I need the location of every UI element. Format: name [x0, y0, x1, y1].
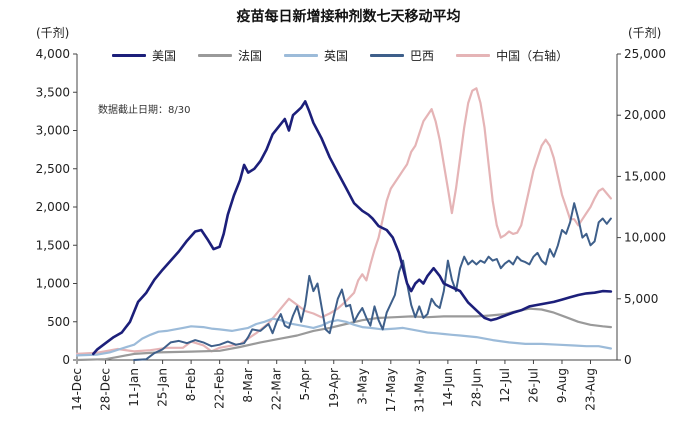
- series-line-brazil: [133, 202, 612, 361]
- x-tick-label: 3-May: [355, 368, 369, 405]
- x-tick-label: 19-Apr: [327, 368, 341, 408]
- legend-label-brazil: 巴西: [410, 48, 435, 63]
- x-tick-label: 26-Jul: [526, 368, 540, 403]
- y-left-tick-label: 1,000: [36, 277, 70, 291]
- series-line-uk: [75, 317, 612, 357]
- y-right-tick-label: 20,000: [624, 108, 666, 122]
- y-left-tick-label: 4,000: [36, 47, 70, 61]
- x-tick-label: 14-Jun: [441, 368, 455, 407]
- chart-title: 疫苗每日新增接种剂数七天移动平均: [236, 9, 461, 25]
- x-tick-label: 23-Aug: [584, 368, 598, 411]
- legend-swatch-uk: [284, 53, 319, 57]
- x-tick-label: 22-Feb: [213, 368, 227, 409]
- x-tick-label: 22-Mar: [270, 368, 284, 410]
- series-line-china: [75, 87, 612, 355]
- legend-swatch-brazil: [370, 53, 405, 57]
- series-line-us: [92, 100, 613, 356]
- x-tick-label: 17-May: [384, 368, 398, 412]
- y-left-tick-label: 3,000: [36, 124, 70, 138]
- x-tick-label: 28-Jun: [469, 368, 483, 407]
- right-axis-unit: (千剂): [628, 26, 662, 40]
- legend-label-uk: 英国: [324, 48, 349, 63]
- legend-item-us: 美国: [112, 47, 176, 64]
- x-tick-label: 28-Dec: [99, 368, 113, 411]
- legend-label-france: 法国: [238, 48, 263, 63]
- legend-label-china: 中国（右轴）: [496, 48, 569, 63]
- legend-item-uk: 英国: [284, 47, 348, 64]
- y-right-tick-label: 10,000: [624, 231, 666, 245]
- left-axis-unit: (千剂): [36, 26, 70, 40]
- y-right-tick-label: 0: [624, 353, 632, 367]
- legend-item-china: 中国（右轴）: [456, 47, 568, 64]
- x-tick-label: 12-Jul: [498, 368, 512, 403]
- x-tick-label: 8-Mar: [241, 368, 255, 403]
- legend-swatch-china: [456, 53, 491, 57]
- y-left-tick-label: 500: [47, 315, 70, 329]
- data-cutoff-note: 数据截止日期：8/30: [98, 105, 191, 116]
- x-tick-label: 25-Jan: [156, 368, 170, 407]
- legend-item-brazil: 巴西: [370, 47, 434, 64]
- y-right-tick-label: 25,000: [624, 47, 666, 61]
- y-left-tick-label: 0: [62, 353, 70, 367]
- legend-item-france: 法国: [198, 47, 262, 64]
- x-tick-label: 5-Apr: [298, 368, 312, 401]
- y-left-tick-label: 2,000: [36, 200, 70, 214]
- series-line-france: [75, 307, 612, 362]
- x-tick-label: 9-Aug: [555, 368, 569, 403]
- y-right-tick-label: 15,000: [624, 169, 666, 183]
- y-left-tick-label: 1,500: [36, 238, 70, 252]
- y-right-tick-label: 5,000: [624, 292, 658, 306]
- legend-label-us: 美国: [152, 48, 177, 63]
- x-tick-label: 11-Jan: [127, 368, 141, 407]
- x-tick-label: 8-Feb: [184, 368, 198, 401]
- legend-swatch-us: [112, 53, 146, 57]
- x-tick-label: 14-Dec: [70, 368, 84, 411]
- y-left-tick-label: 2,500: [36, 162, 70, 176]
- x-tick-label: 31-May: [412, 368, 426, 412]
- legend-swatch-france: [198, 53, 233, 57]
- legend: 美国 法国 英国 巴西 中国（右轴）: [112, 46, 590, 64]
- y-left-tick-label: 3,500: [36, 85, 70, 99]
